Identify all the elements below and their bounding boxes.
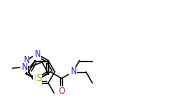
- Text: O: O: [58, 87, 65, 96]
- Text: S: S: [37, 74, 42, 83]
- Text: N: N: [70, 67, 76, 76]
- Text: N: N: [23, 56, 29, 65]
- Text: N: N: [34, 50, 40, 59]
- Text: N: N: [21, 63, 27, 71]
- Text: N: N: [34, 75, 40, 84]
